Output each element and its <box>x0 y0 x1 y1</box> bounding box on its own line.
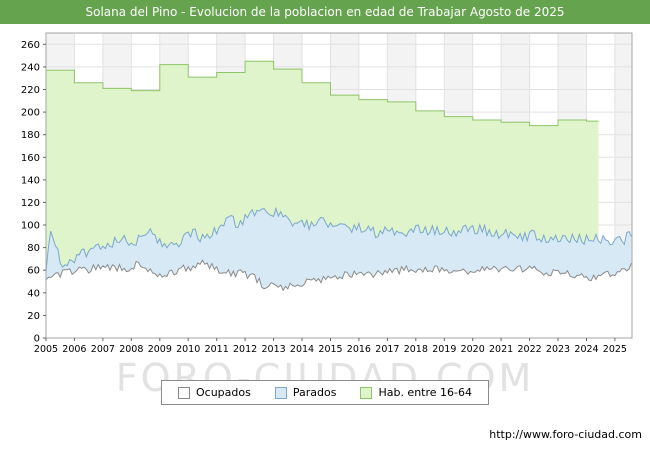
x-tick-label: 2013 <box>262 344 286 355</box>
x-tick-label: 2024 <box>574 344 598 355</box>
x-tick-label: 2025 <box>603 344 627 355</box>
x-tick-label: 2008 <box>119 344 143 355</box>
x-tick-label: 2014 <box>290 344 314 355</box>
y-tick-label: 60 <box>27 266 40 277</box>
x-tick-label: 2005 <box>34 344 58 355</box>
legend-label-ocupados: Ocupados <box>195 386 251 399</box>
x-axis-labels: 2005 2006 2007 2008 2009 2010 2011 2012 2013 2014… <box>34 338 627 355</box>
y-tick-label: 20 <box>27 311 40 322</box>
y-tick-label: 260 <box>21 40 40 51</box>
y-tick-label: 120 <box>21 198 40 209</box>
y-tick-label: 100 <box>21 221 40 232</box>
x-tick-label: 2019 <box>432 344 456 355</box>
legend-swatch-ocupados <box>177 386 190 399</box>
legend-item-ocupados: Ocupados <box>177 386 251 399</box>
y-tick-label: 80 <box>27 243 40 254</box>
chart-canvas: 2005 2006 2007 2008 2009 2010 2011 2012 2013 2014… <box>21 32 633 355</box>
series-group <box>45 60 632 338</box>
x-tick-label: 2020 <box>461 344 485 355</box>
x-tick-label: 2023 <box>546 344 570 355</box>
y-tick-label: 200 <box>21 108 40 119</box>
y-axis-labels: 0 20 40 60 80 100 120 140 160 180 200 220 240 260 <box>21 40 46 345</box>
legend-item-parados: Parados <box>274 386 337 399</box>
y-tick-label: 0 <box>34 334 40 345</box>
legend-swatch-hab-16-64 <box>360 386 373 399</box>
x-tick-label: 2022 <box>518 344 542 355</box>
series-area-ocupados <box>46 260 632 338</box>
y-tick-label: 240 <box>21 62 40 73</box>
x-tick-label: 2006 <box>62 344 86 355</box>
y-tick-label: 140 <box>21 175 40 186</box>
x-tick-label: 2018 <box>404 344 428 355</box>
x-tick-label: 2012 <box>233 344 257 355</box>
x-tick-label: 2010 <box>176 344 200 355</box>
legend-swatch-parados <box>274 386 287 399</box>
x-tick-label: 2021 <box>489 344 513 355</box>
y-tick-label: 40 <box>27 288 40 299</box>
y-tick-label: 220 <box>21 85 40 96</box>
y-tick-label: 180 <box>21 130 40 141</box>
site-link[interactable]: http://www.foro-ciudad.com <box>489 428 642 441</box>
chart-legend: Ocupados Parados Hab. entre 16-64 <box>160 380 490 405</box>
x-tick-label: 2016 <box>347 344 371 355</box>
y-tick-label: 160 <box>21 153 40 164</box>
chart-title: Solana del Pino - Evolucion de la poblac… <box>85 5 565 19</box>
x-tick-label: 2011 <box>205 344 229 355</box>
legend-label-parados: Parados <box>292 386 337 399</box>
x-tick-label: 2015 <box>318 344 342 355</box>
legend-label-hab-16-64: Hab. entre 16-64 <box>378 386 473 399</box>
plot-border <box>45 32 633 339</box>
series-line-parados <box>45 206 632 272</box>
chart-title-bar: Solana del Pino - Evolucion de la poblac… <box>0 0 650 24</box>
x-tick-label: 2009 <box>148 344 172 355</box>
x-tick-label: 2017 <box>375 344 399 355</box>
x-tick-label: 2007 <box>91 344 115 355</box>
chart-area: 2005 2006 2007 2008 2009 2010 2011 2012 2013 2014… <box>0 26 650 378</box>
series-line-ocupados <box>45 259 632 292</box>
legend-item-hab-16-64: Hab. entre 16-64 <box>360 386 472 399</box>
series-line-hab-entre-16-64 <box>46 60 599 127</box>
